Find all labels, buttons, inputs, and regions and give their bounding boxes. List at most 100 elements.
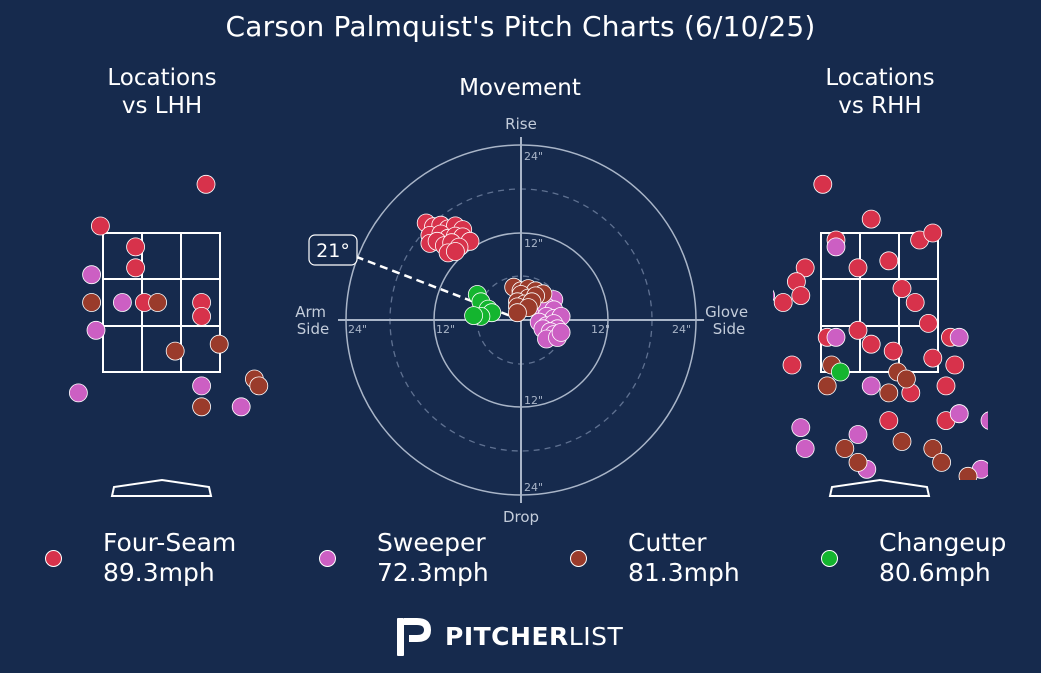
brand-bold: PITCHER: [445, 622, 569, 651]
arm-angle-label: 21°: [316, 240, 350, 262]
ring-label-bottom-24: 24": [524, 481, 543, 494]
rhh-cutter-point-5: [835, 439, 855, 458]
rhh-cutter-point-4: [897, 369, 916, 389]
rhh-cutter-point-3: [879, 383, 899, 403]
lhh-cutter-point-1: [148, 293, 168, 312]
lhh-cutter-point-3: [209, 334, 229, 354]
rhh-changeup-point-0: [831, 362, 850, 382]
rhh-cutter-point-10: [958, 466, 978, 480]
rhh-sweeper-point-8: [791, 418, 811, 438]
rhh-sweeper-point-7: [980, 411, 988, 430]
pitcherlist-wordmark: PITCHERLIST: [445, 622, 623, 651]
lhh-four-seam-point-6: [192, 306, 212, 326]
lhh-home-plate: [110, 478, 213, 497]
rhh-cutter-point-12: [853, 495, 871, 513]
lhh-cutter-point-2: [165, 341, 185, 361]
legend-swatch: [319, 550, 336, 567]
rhh-four-seam-point-21: [782, 355, 802, 375]
rhh-sweeper-point-6: [949, 404, 969, 424]
rhh-sweeper-point-4: [949, 327, 969, 347]
rhh-four-seam-point-12: [905, 293, 925, 312]
movement-four-seam-point-18: [445, 242, 465, 261]
lhh-panel-title: Locations vs LHH: [107, 65, 217, 119]
ring-label-right-24: 24": [672, 323, 691, 336]
pitcherlist-logo: PITCHERLIST: [395, 612, 635, 656]
rhh-changeup-point-2: [858, 509, 876, 527]
legend-swatch: [45, 550, 62, 567]
rhh-four-seam-point-1: [861, 209, 881, 229]
movement-points: [416, 213, 571, 349]
axis-label-rise: Rise: [505, 115, 537, 133]
rhh-panel-title: Locations vs RHH: [825, 65, 935, 119]
rhh-four-seam-point-19: [923, 348, 943, 368]
rhh-cutter-point-14: [933, 495, 951, 513]
rhh-home-plate: [828, 478, 931, 497]
axis-label-glove-side: Glove Side: [705, 303, 753, 338]
rhh-four-seam-point-5: [923, 223, 943, 243]
rhh-cutter-point-9: [932, 452, 951, 472]
rhh-four-seam-point-10: [773, 293, 793, 312]
movement-frame: [338, 137, 704, 503]
rhh-changeup-point-4: [871, 495, 889, 513]
rhh-four-seam-point-20: [945, 355, 965, 375]
axis-label-arm-side: Arm Side: [295, 303, 331, 338]
arm-angle-box: [308, 234, 358, 266]
lhh-points: [69, 174, 269, 417]
rhh-four-seam-point-11: [892, 279, 912, 299]
rhh-sweeper-point-10: [795, 439, 815, 458]
legend-swatch: [821, 550, 838, 567]
lhh-four-seam-point-2: [126, 237, 146, 257]
rhh-four-seam-point-27: [1003, 266, 1021, 284]
movement-sweeper-point-18: [551, 322, 571, 342]
ring-label-right-12: 12": [591, 323, 610, 336]
rhh-four-seam-point-14: [919, 313, 938, 333]
ring-label-left-24: 24": [348, 323, 367, 336]
rhh-four-seam-point-7: [795, 258, 815, 278]
lhh-sweeper-point-5: [69, 383, 88, 403]
lhh-sweeper-point-4: [231, 397, 251, 417]
rhh-four-seam-point-4: [879, 251, 899, 271]
lhh-cutter-point-5: [249, 376, 269, 396]
rhh-four-seam-point-28: [739, 252, 757, 270]
rhh-four-seam-point-6: [848, 258, 868, 278]
brand-light: LIST: [568, 622, 624, 651]
movement-changeup-point-5: [464, 306, 484, 326]
axis-label-drop: Drop: [503, 508, 539, 526]
rhh-four-seam-point-18: [883, 341, 903, 361]
pitcherlist-logo-icon: [397, 618, 431, 656]
ring-label-bottom-12: 12": [524, 394, 543, 407]
legend-pitch-speed: 72.3mph: [377, 558, 489, 587]
legend-swatch: [570, 550, 587, 567]
rhh-cutter-point-8: [923, 439, 943, 458]
rhh-sweeper-point-3: [826, 327, 846, 347]
legend-pitch-name: Four-Seam: [103, 528, 237, 557]
rhh-four-seam-point-17: [861, 334, 881, 354]
lhh-sweeper-point-3: [192, 376, 212, 396]
ring-label-top-24: 24": [524, 150, 543, 163]
rhh-sweeper-point-13: [959, 509, 977, 527]
rhh-four-seam-point-9: [791, 286, 811, 306]
lhh-four-seam-point-0: [196, 174, 216, 194]
lhh-cutter-point-6: [192, 397, 212, 417]
rhh-cutter-point-7: [892, 432, 912, 451]
rhh-sweeper-point-5: [861, 376, 881, 396]
lhh-four-seam-point-3: [126, 258, 146, 278]
legend-pitch-speed: 80.6mph: [879, 558, 991, 587]
lhh-cutter-point-0: [82, 293, 101, 312]
movement-cutter-point-13: [508, 303, 527, 323]
rhh-four-seam-point-13: [848, 320, 868, 340]
lhh-sweeper-point-2: [86, 320, 106, 340]
rhh-cutter-point-15: [950, 488, 968, 506]
legend-pitch-name: Sweeper: [377, 528, 486, 557]
movement-panel-title: Movement: [459, 75, 581, 101]
legend-pitch-name: Changeup: [879, 528, 1007, 557]
rhh-cutter-point-2: [817, 376, 837, 396]
rhh-cutter-point-6: [848, 452, 868, 472]
rhh-sweeper-point-9: [848, 425, 868, 444]
rhh-cutter-point-13: [871, 509, 889, 527]
rhh-sweeper-point-1: [752, 273, 770, 291]
rhh-four-seam-point-22: [936, 376, 956, 396]
rhh-four-seam-point-0: [813, 174, 833, 194]
rhh-sweeper-point-2: [773, 289, 775, 302]
